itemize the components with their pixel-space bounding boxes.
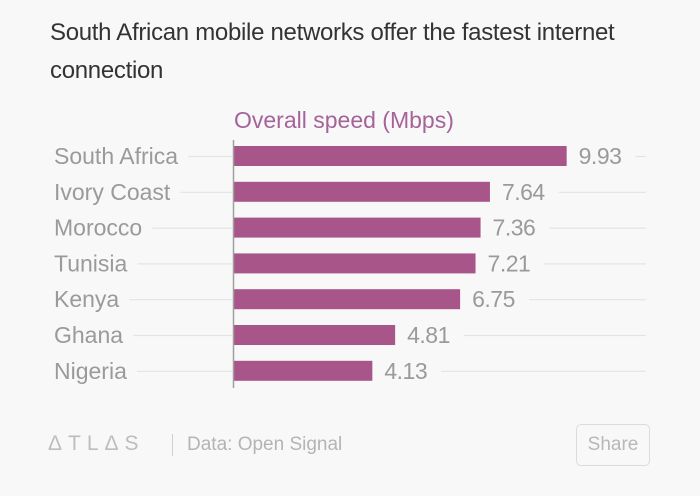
bar — [234, 360, 373, 381]
value-label: 4.13 — [384, 358, 427, 384]
chart-title: South African mobile networks offer the … — [50, 19, 615, 84]
category-label: Ivory Coast — [54, 179, 171, 205]
bar — [234, 289, 461, 310]
series-label: Overall speed (Mbps) — [234, 107, 454, 133]
category-label: South Africa — [54, 143, 178, 169]
value-label: 4.81 — [407, 322, 450, 348]
share-button[interactable]: Share — [576, 424, 650, 466]
bar-chart: Overall speed (Mbps) South Africa Ivory C… — [54, 107, 646, 388]
category-label: Ghana — [54, 322, 123, 348]
bar — [234, 217, 481, 238]
value-label: 6.75 — [472, 286, 515, 312]
bar — [234, 181, 490, 202]
category-label: Nigeria — [54, 358, 127, 384]
bar — [234, 146, 567, 166]
bar — [234, 253, 476, 274]
footer-divider — [172, 434, 173, 456]
category-label: Kenya — [54, 286, 119, 312]
value-label: 9.93 — [579, 143, 622, 169]
category-label: Tunisia — [54, 250, 127, 276]
value-label: 7.21 — [488, 250, 531, 276]
category-label: Morocco — [54, 215, 142, 241]
value-label: 7.36 — [493, 215, 536, 241]
bar — [234, 325, 396, 345]
value-label: 7.64 — [502, 179, 545, 205]
data-source: Data: Open Signal — [187, 434, 343, 455]
atlas-logo: ΔTLΔS — [48, 432, 145, 455]
